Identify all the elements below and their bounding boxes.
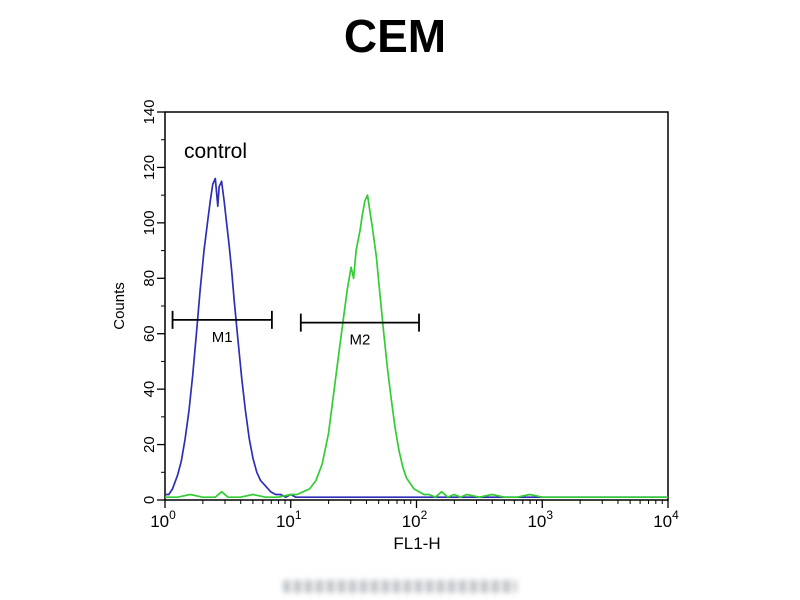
svg-text:100: 100 bbox=[150, 508, 176, 531]
svg-text:120: 120 bbox=[141, 155, 158, 180]
control-annotation: control bbox=[184, 140, 247, 163]
x-axis-label: FL1-H bbox=[393, 534, 440, 553]
chart-title: CEM bbox=[344, 10, 446, 62]
svg-text:0: 0 bbox=[141, 496, 158, 504]
svg-text:M1: M1 bbox=[212, 329, 233, 346]
gate-markers: M1 M2 bbox=[171, 310, 420, 349]
plot-frame bbox=[164, 111, 669, 501]
svg-text:140: 140 bbox=[141, 99, 158, 124]
svg-text:80: 80 bbox=[141, 270, 158, 287]
axis-ticks bbox=[157, 111, 669, 508]
svg-text:102: 102 bbox=[402, 508, 428, 531]
svg-text:100: 100 bbox=[141, 210, 158, 235]
histogram-curves bbox=[165, 177, 668, 499]
y-axis-label: Counts bbox=[111, 282, 128, 330]
axis-tick-labels: 100 101 102 103 104 0 20 40 60 80 100 120 140 bbox=[141, 99, 679, 531]
svg-text:103: 103 bbox=[527, 508, 553, 531]
svg-text:104: 104 bbox=[653, 508, 679, 531]
watermark-blurred bbox=[283, 580, 517, 593]
svg-text:60: 60 bbox=[141, 325, 158, 342]
svg-text:M2: M2 bbox=[349, 332, 370, 349]
svg-text:20: 20 bbox=[141, 436, 158, 453]
svg-text:101: 101 bbox=[276, 508, 302, 531]
svg-text:40: 40 bbox=[141, 381, 158, 398]
